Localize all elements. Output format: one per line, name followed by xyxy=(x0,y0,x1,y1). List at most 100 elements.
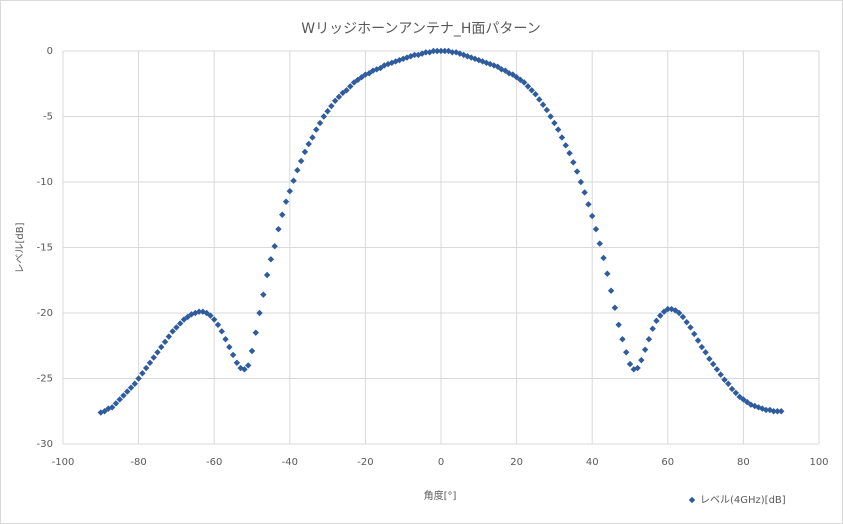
data-point xyxy=(611,304,619,311)
data-point xyxy=(142,364,150,372)
data-point xyxy=(778,408,785,415)
data-point xyxy=(728,385,736,393)
data-point xyxy=(271,242,278,250)
data-point xyxy=(176,320,184,327)
data-point xyxy=(195,308,203,315)
data-point xyxy=(604,270,611,277)
data-point xyxy=(150,354,157,361)
y-axis-label: レベル[dB] xyxy=(14,222,26,273)
data-point xyxy=(248,347,256,355)
data-point xyxy=(173,324,180,331)
data-point xyxy=(762,406,770,414)
data-point xyxy=(241,366,248,373)
data-point xyxy=(679,313,687,321)
data-point xyxy=(653,317,660,325)
x-tick-label: -80 xyxy=(130,457,146,468)
x-tick-label: 40 xyxy=(586,457,599,468)
data-point xyxy=(691,330,698,338)
data-point xyxy=(120,392,127,399)
data-point xyxy=(634,364,641,372)
data-point xyxy=(539,101,547,108)
data-point xyxy=(694,337,702,344)
data-point xyxy=(502,67,509,74)
data-point xyxy=(520,79,528,86)
data-point xyxy=(169,328,176,335)
data-point xyxy=(479,58,486,65)
legend-marker xyxy=(688,496,696,504)
data-point xyxy=(218,328,225,335)
data-point xyxy=(377,64,384,72)
data-point xyxy=(233,359,241,366)
data-point xyxy=(237,364,244,372)
data-point xyxy=(226,343,233,351)
data-point xyxy=(263,271,271,279)
data-point xyxy=(577,178,585,186)
data-point xyxy=(645,336,653,343)
x-tick-label: 0 xyxy=(438,457,444,468)
data-point xyxy=(623,349,630,356)
data-point xyxy=(422,49,430,56)
data-point xyxy=(203,309,210,317)
data-point xyxy=(135,375,142,382)
data-point xyxy=(369,67,377,74)
data-point xyxy=(468,54,475,61)
data-point xyxy=(774,408,781,415)
data-point xyxy=(282,198,290,205)
x-tick-label: 20 xyxy=(510,457,523,468)
data-point xyxy=(551,119,558,127)
data-point xyxy=(286,187,293,195)
x-tick-label: -40 xyxy=(282,457,298,468)
y-tick-label: 0 xyxy=(47,46,53,57)
data-point xyxy=(184,313,191,321)
data-point xyxy=(759,405,766,412)
data-point xyxy=(245,362,252,369)
data-point xyxy=(131,380,139,387)
x-tick-label: -60 xyxy=(206,457,222,468)
data-point xyxy=(180,316,188,323)
data-point xyxy=(709,360,717,368)
data-point xyxy=(411,51,418,59)
data-point xyxy=(279,211,286,218)
data-point xyxy=(566,149,573,157)
data-point xyxy=(554,126,562,133)
data-point xyxy=(309,134,316,141)
data-point xyxy=(725,380,732,387)
data-point xyxy=(585,201,592,208)
data-point xyxy=(365,70,373,77)
legend-label: レベル(4GHz)[dB] xyxy=(700,494,786,506)
data-point xyxy=(702,349,709,356)
data-point xyxy=(706,355,713,363)
data-point xyxy=(434,47,441,55)
data-point xyxy=(260,291,267,298)
data-point xyxy=(494,63,501,70)
data-point xyxy=(596,240,603,247)
data-point xyxy=(256,309,263,317)
data-point xyxy=(211,316,218,323)
y-tick-label: -15 xyxy=(37,243,53,254)
data-point xyxy=(509,71,517,78)
data-point xyxy=(350,79,358,86)
data-point xyxy=(581,189,588,196)
data-point xyxy=(562,142,569,149)
data-point xyxy=(513,74,520,81)
data-point xyxy=(290,177,297,184)
data-point xyxy=(524,83,532,90)
data-point xyxy=(672,307,679,314)
data-point xyxy=(294,167,301,174)
data-point xyxy=(615,321,622,328)
data-point xyxy=(328,102,335,110)
chart-title: Wリッジホーンアンテナ_H面パターン xyxy=(301,21,540,37)
data-point xyxy=(316,119,324,127)
data-point xyxy=(532,91,539,98)
data-point xyxy=(214,321,222,328)
data-point xyxy=(743,398,751,406)
data-point xyxy=(732,389,740,397)
data-point xyxy=(619,336,626,343)
data-point xyxy=(354,76,362,84)
x-tick-label: 100 xyxy=(809,457,828,468)
data-point xyxy=(362,71,369,78)
data-point xyxy=(441,47,448,55)
data-point xyxy=(347,83,354,90)
data-point xyxy=(320,113,328,120)
